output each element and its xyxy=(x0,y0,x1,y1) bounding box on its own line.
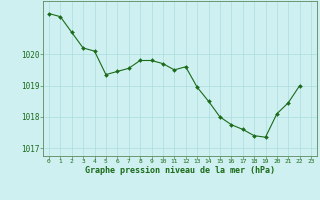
X-axis label: Graphe pression niveau de la mer (hPa): Graphe pression niveau de la mer (hPa) xyxy=(85,166,275,175)
